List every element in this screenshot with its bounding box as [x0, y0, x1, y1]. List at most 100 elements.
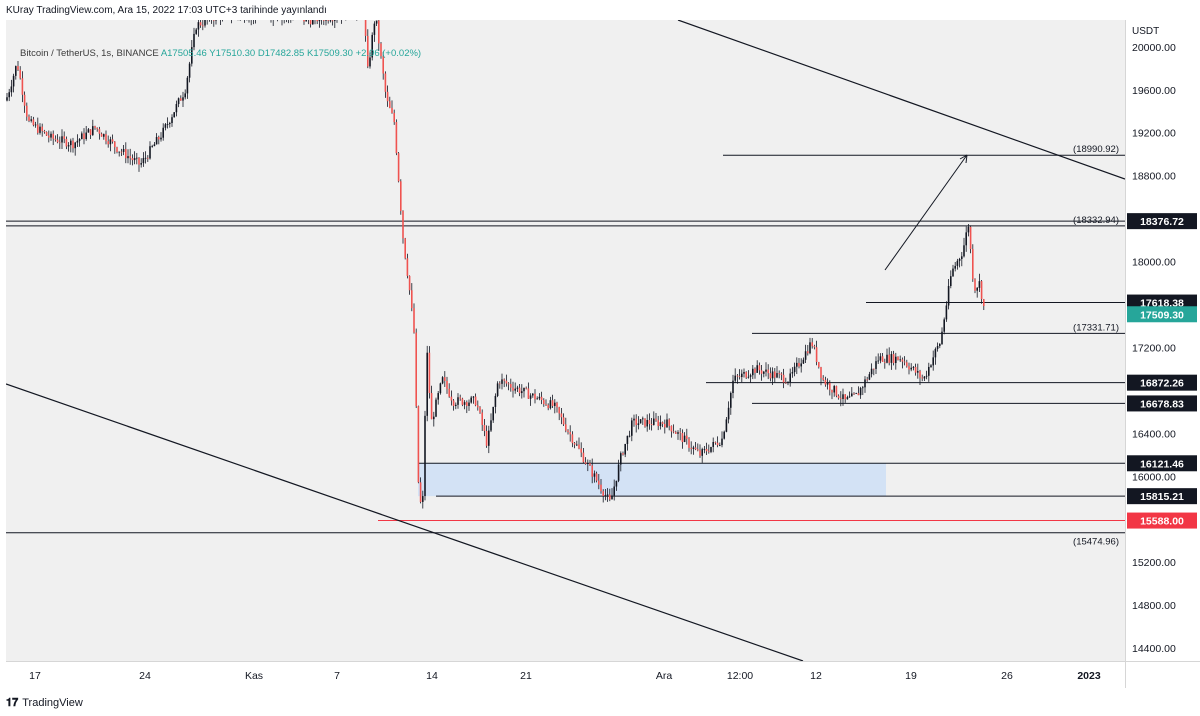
candle-body [796, 362, 798, 367]
candle-body [59, 142, 61, 144]
candle-body [463, 402, 466, 405]
candle-body [672, 431, 675, 433]
candle-body [661, 422, 664, 424]
candle-body [747, 376, 750, 378]
candle-body [162, 127, 164, 138]
candle-body [895, 356, 897, 364]
candle-body [837, 395, 840, 399]
candle-body [760, 370, 763, 374]
candle-body [532, 393, 534, 396]
price-tick-label: 18800.00 [1132, 171, 1176, 183]
candle-body [802, 359, 805, 364]
candle-body [956, 260, 959, 266]
candle-body [613, 486, 615, 496]
candle-body [78, 139, 81, 141]
candle-body [329, 20, 332, 22]
candle-body [111, 139, 114, 142]
candle-body [626, 435, 629, 444]
candle-body [701, 449, 703, 456]
candle-body [540, 396, 543, 401]
candle-body [617, 464, 620, 481]
candle-body [756, 365, 758, 373]
candle-body [402, 211, 404, 239]
candle-body [144, 157, 147, 159]
candle-body [879, 356, 882, 361]
candle-body [371, 34, 373, 58]
candle-body [650, 424, 653, 425]
projection-arrow[interactable] [884, 154, 968, 271]
candle-body [961, 256, 963, 259]
candle-body [705, 448, 708, 452]
candle-body [573, 443, 576, 445]
candle-body [369, 57, 371, 67]
candle-body [138, 157, 140, 165]
candle-body [76, 140, 79, 143]
time-tick-label: Kas [245, 670, 263, 682]
candle-body [822, 377, 824, 380]
candle-body [213, 20, 215, 21]
candle-body [558, 407, 560, 414]
candle-body [67, 145, 70, 147]
candle-body [10, 86, 13, 93]
candle-body [699, 450, 701, 456]
candle-body [74, 142, 76, 149]
candle-body [551, 400, 554, 406]
price-chart-svg[interactable]: (18990.92) (18332.94) (17331.71) (15474.96) [6, 20, 1125, 661]
candle-body [408, 275, 411, 291]
candle-body [554, 402, 556, 406]
tradingview-logo-icon: 𝟏𝟕 [6, 696, 19, 709]
time-tick-label: 26 [1001, 670, 1013, 682]
candle-body [910, 367, 912, 370]
candle-body [523, 387, 525, 392]
price-axis[interactable]: USDT 20000.00 19600.00 19200.00 18800.00 1800… [1125, 20, 1200, 661]
price-label-text: 16121.46 [1140, 458, 1184, 470]
level-annotation: (18332.94) [1073, 215, 1119, 226]
price-label-text: 17509.30 [1140, 309, 1184, 321]
candle-body [899, 359, 901, 361]
candle-body [461, 398, 464, 405]
candle-body [378, 20, 380, 44]
candle-body [694, 447, 697, 450]
candle-body [815, 347, 818, 362]
price-label-text: 15815.21 [1140, 491, 1184, 503]
candle-body [386, 91, 389, 102]
brand-name: TradingView [22, 697, 83, 709]
upper-trendline[interactable] [677, 20, 1125, 180]
chart-pane[interactable]: (18990.92) (18332.94) (17331.71) (15474.96)… [6, 20, 1125, 661]
candle-body [655, 418, 657, 421]
time-tick-label: 19 [905, 670, 917, 682]
candle-body [457, 397, 459, 405]
candle-body [842, 394, 844, 400]
candle-body [529, 395, 532, 399]
candle-body [327, 20, 329, 21]
time-tick-label: 7 [334, 670, 340, 682]
candle-body [653, 418, 655, 425]
candle-body [375, 20, 378, 24]
candle-body [844, 394, 846, 400]
candle-body [318, 20, 321, 22]
candle-body [415, 332, 417, 407]
candle-body [972, 249, 974, 280]
candle-body [197, 22, 200, 30]
legend-symbol: Bitcoin / TetherUS, 1s, BINANCE [20, 48, 159, 59]
candle-body [615, 480, 618, 487]
candle-body [589, 463, 591, 466]
candle-body [778, 373, 780, 374]
price-tick-label: 18000.00 [1132, 257, 1176, 269]
candle-body [411, 290, 413, 309]
candle-body [851, 393, 853, 397]
lower-trendline[interactable] [6, 383, 804, 661]
candle-body [63, 136, 65, 139]
time-axis[interactable]: 17 24 Kas 7 14 21 Ara 12:00 12 19 26 2023 [6, 661, 1125, 688]
candle-body [422, 496, 424, 502]
candle-body [631, 420, 633, 436]
candle-body [468, 402, 470, 406]
candle-body [769, 373, 772, 379]
candle-body [501, 379, 503, 384]
trendlines-layer [6, 20, 1125, 661]
candle-body [800, 363, 802, 367]
candle-body [624, 443, 626, 455]
candle-body [730, 393, 732, 408]
tradingview-brand: 𝟏𝟕 TradingView [6, 696, 83, 710]
time-tick-label: 17 [29, 670, 41, 682]
